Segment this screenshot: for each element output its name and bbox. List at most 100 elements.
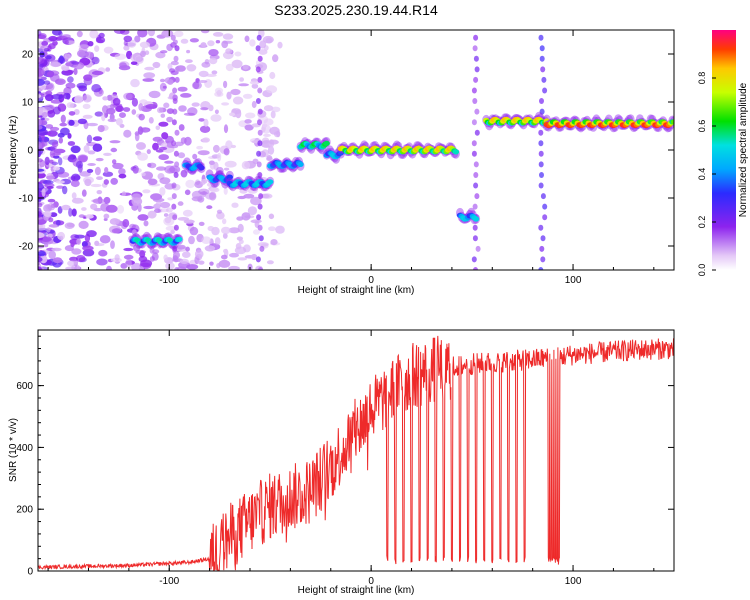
noise-blob (113, 30, 126, 34)
noise-blob (134, 35, 141, 43)
noise-blob (160, 50, 168, 54)
noise-blob (38, 207, 42, 216)
noise-blob (63, 92, 71, 100)
noise-blob (143, 72, 156, 79)
noise-blob (223, 148, 230, 156)
streak-blob (255, 256, 261, 263)
noise-blob (75, 255, 86, 263)
noise-blob (123, 35, 133, 42)
noise-blob (96, 190, 103, 195)
noise-blob (95, 157, 104, 162)
noise-blob (251, 253, 258, 261)
streak-blob (255, 45, 261, 52)
noise-blob (156, 166, 167, 171)
spec-xtick-label: -100 (159, 275, 179, 286)
noise-blob (75, 160, 84, 169)
noise-blob (38, 141, 42, 150)
noise-blob (71, 208, 77, 217)
noise-blob (66, 102, 75, 109)
streak-blob (539, 98, 544, 104)
noise-blob (158, 146, 168, 151)
noise-blob (176, 244, 186, 250)
noise-blob (70, 175, 76, 182)
noise-blob (165, 225, 177, 231)
noise-blob (225, 63, 234, 72)
snr-ylabel: SNR (10 * v/v) (8, 418, 19, 482)
streak-blob (473, 76, 479, 83)
noise-blob (140, 172, 146, 177)
streak-blob (255, 66, 261, 73)
noise-blob (208, 49, 219, 57)
noise-blob (251, 83, 259, 89)
streak-blob (471, 140, 477, 147)
noise-blob (163, 254, 168, 261)
noise-blob (38, 266, 42, 270)
noise-blob (138, 113, 145, 121)
noise-blob (218, 259, 231, 268)
streak-blob (172, 214, 178, 221)
noise-blob (70, 145, 81, 154)
noise-blob (147, 162, 157, 169)
noise-blob (40, 117, 45, 121)
snr-series-line (38, 335, 674, 571)
noise-blob (238, 83, 250, 87)
noise-blob (200, 42, 207, 48)
noise-blob (216, 211, 225, 220)
noise-blob (140, 259, 153, 268)
streak-blob (472, 235, 478, 242)
noise-blob (245, 112, 256, 119)
noise-blob (211, 70, 218, 75)
noise-blob (44, 183, 55, 188)
noise-blob (140, 50, 146, 58)
noise-blob (215, 166, 224, 175)
noise-blob (123, 45, 130, 51)
noise-blob (122, 219, 130, 228)
noise-blob (57, 56, 66, 65)
noise-blob (213, 144, 220, 153)
noise-blob (242, 93, 253, 99)
streak-blob (258, 267, 263, 270)
noise-blob (107, 118, 117, 123)
noise-blob (198, 221, 205, 226)
noise-blob (221, 40, 229, 49)
noise-blob (85, 214, 94, 219)
noise-blob (105, 204, 118, 213)
noise-blob (143, 220, 149, 227)
streak-blob (539, 55, 545, 62)
noise-blob (61, 204, 71, 211)
noise-blob (251, 100, 257, 109)
noise-blob (164, 216, 172, 224)
noise-blob (178, 124, 185, 131)
noise-blob (50, 61, 62, 68)
noise-blob (211, 226, 220, 236)
noise-blob (189, 226, 199, 236)
noise-blob (196, 145, 204, 150)
noise-blob (43, 204, 52, 213)
noise-blob (178, 105, 187, 112)
figure-title: S233.2025.230.19.44.R14 (274, 2, 438, 18)
noise-blob (50, 145, 57, 151)
noise-blob (38, 168, 45, 172)
noise-blob (266, 156, 273, 162)
noise-blob (165, 207, 173, 213)
noise-blob (164, 165, 176, 174)
streak-blob (256, 150, 262, 157)
noise-blob (89, 30, 99, 39)
noise-blob (51, 247, 62, 252)
streak-blob (257, 87, 263, 94)
noise-blob (237, 257, 248, 261)
streak-blob (473, 182, 479, 189)
noise-blob (204, 245, 216, 252)
noise-blob (57, 171, 70, 178)
noise-blob (61, 66, 70, 71)
noise-blob (159, 201, 171, 209)
noise-blob (82, 245, 94, 251)
noise-blob (109, 218, 120, 225)
noise-blob (104, 167, 109, 174)
noise-blob (52, 257, 63, 264)
streak-blob (538, 267, 544, 270)
streak-blob (174, 129, 180, 136)
noise-blob (105, 67, 111, 72)
noise-blob (64, 222, 75, 229)
